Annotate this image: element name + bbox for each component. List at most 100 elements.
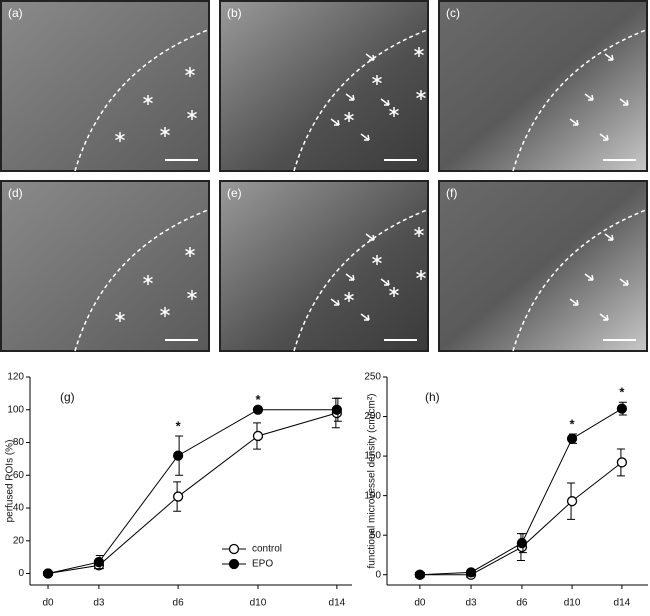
x-tick-label: d14	[614, 598, 631, 609]
vessel-border	[74, 29, 209, 172]
asterisk-icon	[389, 287, 399, 297]
y-tick-label: 40	[13, 503, 25, 514]
significance-label: *	[176, 418, 182, 433]
vessel-border	[512, 29, 647, 172]
panel-label: (h)	[425, 390, 440, 404]
vessel-border	[293, 29, 428, 172]
asterisk-icon	[115, 312, 125, 322]
asterisk-icon	[187, 110, 197, 120]
y-tick-label: 20	[13, 535, 25, 546]
x-tick-label: d3	[465, 598, 477, 609]
data-point	[252, 404, 264, 415]
arrow-icon	[365, 53, 375, 61]
asterisk-icon	[416, 270, 426, 280]
y-tick-label: 200	[364, 411, 381, 422]
asterisk-icon	[143, 95, 153, 105]
data-point	[616, 403, 628, 414]
legend-label: control	[252, 544, 282, 555]
y-tick-label: 0	[18, 568, 24, 579]
micrograph	[219, 180, 429, 352]
x-tick-label: d10	[564, 598, 581, 609]
data-point	[331, 404, 343, 415]
arrow-icon	[345, 273, 355, 281]
x-tick-label: d3	[93, 598, 105, 609]
arrow-icon	[569, 118, 579, 126]
arrow-icon	[380, 278, 390, 286]
asterisk-icon	[414, 227, 424, 237]
asterisk-icon	[185, 67, 195, 77]
significance-label: *	[619, 385, 625, 400]
data-point	[465, 567, 477, 578]
data-point	[93, 556, 105, 568]
asterisk-icon	[160, 127, 170, 137]
arrow-icon	[330, 118, 340, 126]
vessel-border	[74, 209, 209, 352]
series-line	[47, 412, 338, 575]
asterisk-icon	[372, 75, 382, 85]
panel-label: (d)	[8, 186, 23, 200]
y-tick-label: 0	[375, 569, 381, 580]
vessel-border	[293, 209, 428, 352]
arrow-icon	[599, 313, 609, 321]
arrow-icon	[360, 313, 370, 321]
x-tick-label: d6	[516, 598, 528, 609]
data-point	[516, 537, 528, 549]
significance-label: *	[570, 416, 576, 431]
y-tick-label: 150	[364, 451, 381, 462]
arrow-icon	[365, 233, 375, 241]
arrow-icon	[569, 298, 579, 306]
asterisk-icon	[187, 290, 197, 300]
micrograph	[219, 0, 429, 172]
legend-marker	[228, 558, 240, 570]
x-tick-label: d6	[173, 598, 185, 609]
legend-marker	[228, 543, 240, 555]
y-tick-label: 100	[364, 490, 381, 501]
arrow-icon	[604, 233, 614, 241]
asterisk-icon	[389, 107, 399, 117]
y-tick-label: 250	[364, 372, 381, 383]
arrow-icon	[584, 273, 594, 281]
series-line	[47, 409, 337, 575]
data-point	[616, 457, 628, 468]
asterisk-icon	[143, 275, 153, 285]
significance-label: *	[255, 392, 261, 407]
data-point	[172, 491, 184, 502]
panel-label: (c)	[446, 6, 460, 20]
panel-label: (b)	[227, 6, 242, 20]
asterisk-icon	[414, 47, 424, 57]
legend-label: EPO	[252, 559, 273, 570]
arrow-icon	[345, 93, 355, 101]
asterisk-icon	[372, 255, 382, 265]
y-tick-label: 80	[13, 437, 25, 448]
arrow-icon	[619, 278, 629, 286]
panel-label: (a)	[8, 6, 23, 20]
y-axis-label: functional microvessel density (cm/cm²)	[367, 393, 378, 568]
panel-label: (g)	[60, 390, 75, 404]
arrow-icon	[599, 133, 609, 141]
y-axis-label: perfused ROIs (%)	[5, 440, 16, 523]
y-tick-label: 50	[370, 530, 382, 541]
asterisk-icon	[416, 90, 426, 100]
panel-label: (f)	[446, 186, 457, 200]
x-tick-label: d0	[414, 598, 426, 609]
y-tick-label: 100	[7, 404, 24, 415]
x-tick-label: d0	[42, 598, 54, 609]
arrow-icon	[584, 93, 594, 101]
data-point	[414, 569, 426, 580]
arrow-icon	[619, 98, 629, 106]
asterisk-icon	[344, 292, 354, 302]
vessel-border	[512, 209, 647, 352]
micrograph	[438, 0, 648, 172]
arrow-icon	[360, 133, 370, 141]
arrow-icon	[380, 98, 390, 106]
data-point	[566, 496, 578, 507]
y-tick-label: 120	[7, 372, 24, 383]
arrow-icon	[330, 298, 340, 306]
data-point	[566, 433, 578, 444]
asterisk-icon	[115, 132, 125, 142]
data-point	[42, 568, 54, 579]
data-point	[252, 430, 264, 442]
data-point	[172, 450, 184, 461]
micrograph	[0, 180, 210, 352]
